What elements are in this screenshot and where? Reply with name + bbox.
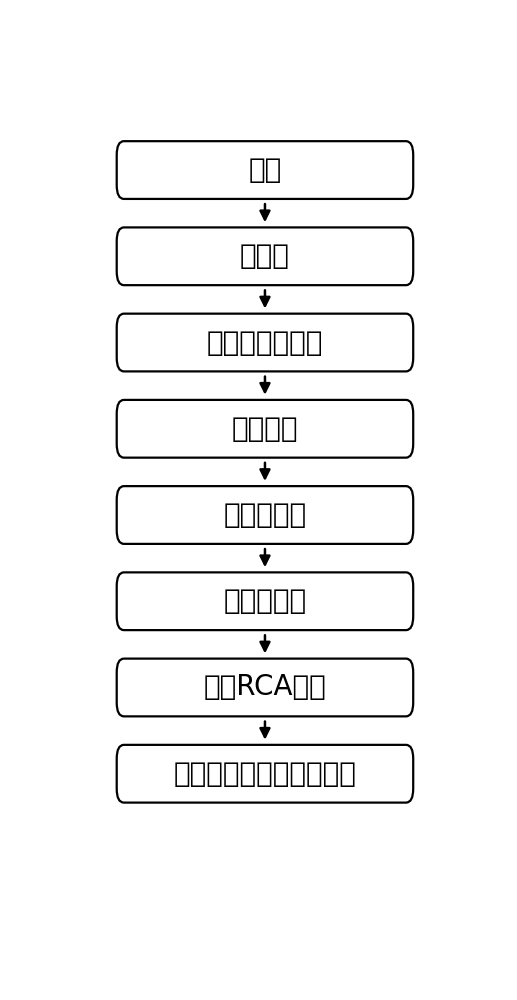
- Text: 两次RCA洗涤: 两次RCA洗涤: [204, 673, 326, 701]
- Text: 硅片去损伤减薄: 硅片去损伤减薄: [207, 329, 323, 357]
- Text: 表面形貌优化及钝化处理: 表面形貌优化及钝化处理: [174, 760, 356, 788]
- Text: 去除保护膜: 去除保护膜: [223, 587, 307, 615]
- FancyBboxPatch shape: [117, 141, 413, 199]
- Text: 表面织构化: 表面织构化: [223, 501, 307, 529]
- FancyBboxPatch shape: [117, 659, 413, 716]
- FancyBboxPatch shape: [117, 227, 413, 285]
- FancyBboxPatch shape: [117, 745, 413, 803]
- Text: 预清洗: 预清洗: [240, 242, 290, 270]
- FancyBboxPatch shape: [117, 400, 413, 458]
- FancyBboxPatch shape: [117, 486, 413, 544]
- FancyBboxPatch shape: [117, 572, 413, 630]
- Text: 镀膜保护: 镀膜保护: [232, 415, 298, 443]
- FancyBboxPatch shape: [117, 314, 413, 371]
- Text: 硅片: 硅片: [248, 156, 282, 184]
